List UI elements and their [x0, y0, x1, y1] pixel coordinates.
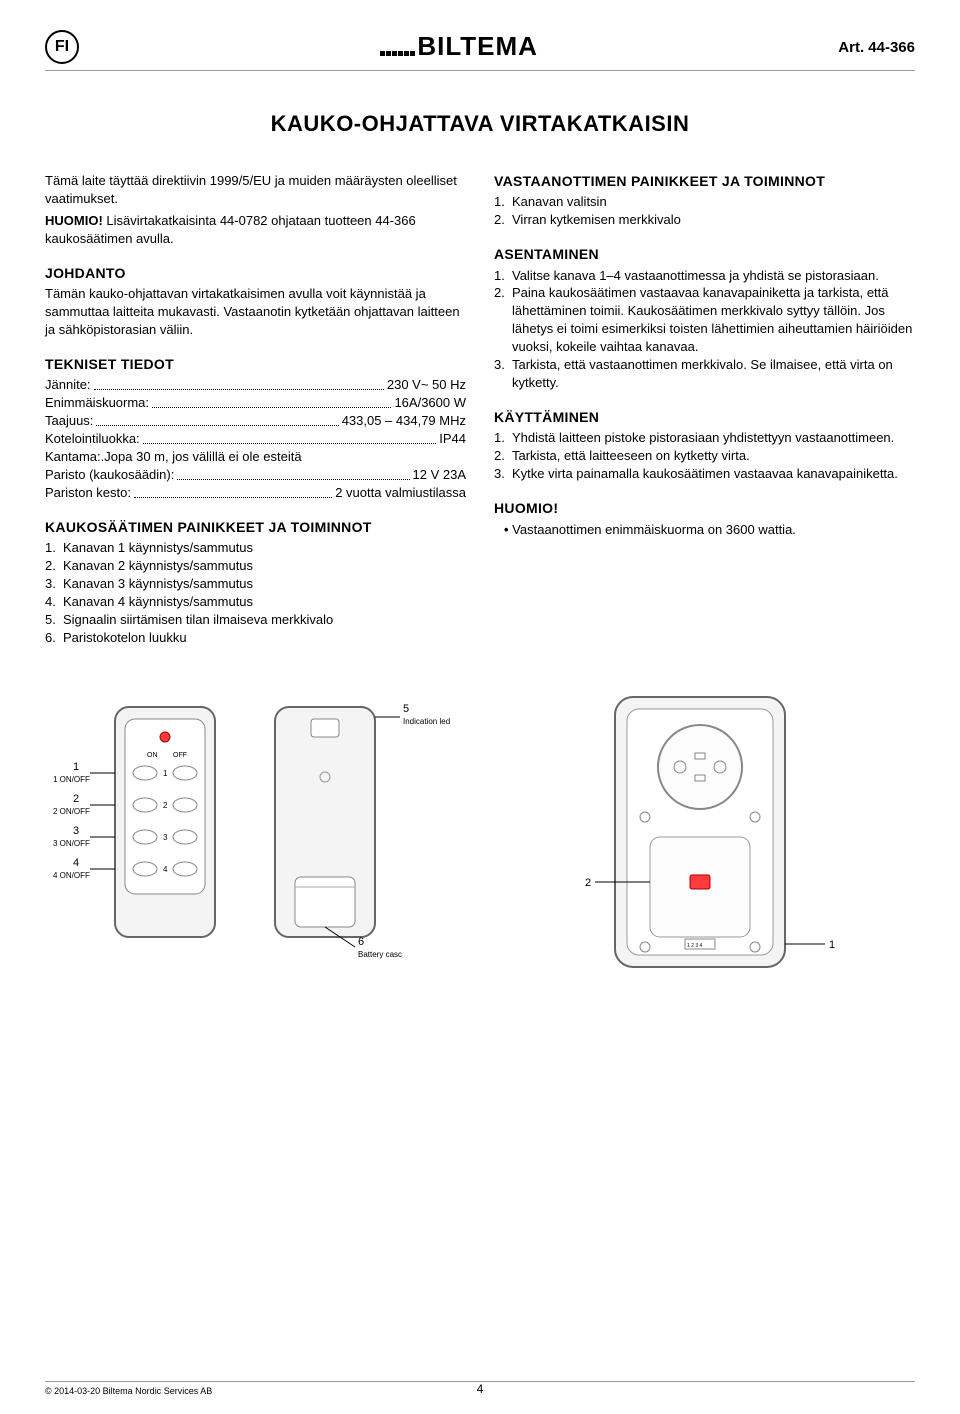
list-item: 1. Valitse kanava 1–4 vastaanottimessa j…: [494, 267, 915, 285]
callout-recv-2: 2: [585, 877, 591, 889]
list-item: 3. Kanavan 3 käynnistys/sammutus: [45, 575, 466, 593]
callout-recv-1: 1: [829, 939, 835, 951]
notice2-list: Vastaanottimen enimmäiskuorma on 3600 wa…: [494, 521, 915, 539]
svg-text:2: 2: [163, 801, 168, 810]
remote-diagram: ON OFF 1 2 3 4 1 1 ON/OFF 2 2 ON/OFF 3 3 ON/OFF 4…: [45, 687, 465, 987]
heading-tekniset: TEKNISET TIEDOT: [45, 355, 466, 374]
svg-text:1: 1: [163, 769, 168, 778]
notice2-item: Vastaanottimen enimmäiskuorma on 3600 wa…: [504, 521, 915, 539]
spec-row: Enimmäiskuorma:16A/3600 W: [45, 394, 466, 412]
page-title: KAUKO-OHJATTAVA VIRTAKATKAISIN: [45, 111, 915, 137]
svg-text:2: 2: [73, 793, 79, 805]
spec-row: Kotelointiluokka:IP44: [45, 430, 466, 448]
list-item: 2. Paina kaukosäätimen vastaavaa kanavap…: [494, 284, 915, 356]
svg-text:3: 3: [163, 833, 168, 842]
right-column: VASTAANOTTIMEN PAINIKKEET JA TOIMINNOT 1…: [494, 172, 915, 647]
list-item: 4. Kanavan 4 käynnistys/sammutus: [45, 593, 466, 611]
diagrams-row: ON OFF 1 2 3 4 1 1 ON/OFF 2 2 ON/OFF 3 3 ON/OFF 4…: [45, 687, 915, 987]
svg-text:4: 4: [163, 865, 168, 874]
page-header: FI BILTEMA Art. 44-366: [45, 30, 915, 71]
list-item: 6. Paristokotelon luukku: [45, 629, 466, 647]
callout-6-label: Battery casc: [358, 950, 402, 959]
list-item: 1. Kanavan valitsin: [494, 193, 915, 211]
list-item: 3. Kytke virta painamalla kaukosäätimen …: [494, 465, 915, 483]
svg-text:1: 1: [73, 761, 79, 773]
heading-huomio2: HUOMIO!: [494, 499, 915, 518]
receiver-functions-list: 1. Kanavan valitsin2. Virran kytkemisen …: [494, 193, 915, 229]
spec-row: Kantama: . Jopa 30 m, jos välillä ei ole…: [45, 448, 466, 466]
page-number: 4: [477, 1382, 484, 1396]
spec-row: Pariston kesto:2 vuotta valmiustilassa: [45, 484, 466, 502]
remote-functions-list: 1. Kanavan 1 käynnistys/sammutus2. Kanav…: [45, 539, 466, 647]
svg-text:4: 4: [73, 857, 79, 869]
intro-paragraph: Tämä laite täyttää direktiivin 1999/5/EU…: [45, 172, 466, 208]
article-number: Art. 44-366: [838, 39, 915, 56]
content-columns: Tämä laite täyttää direktiivin 1999/5/EU…: [45, 172, 915, 647]
spec-row: Paristo (kaukosäädin):12 V 23A: [45, 466, 466, 484]
svg-text:1 ON/OFF: 1 ON/OFF: [53, 775, 90, 784]
callout-5-num: 5: [403, 703, 409, 715]
label-off: OFF: [173, 752, 187, 759]
svg-text:3 ON/OFF: 3 ON/OFF: [53, 839, 90, 848]
heading-johdanto: JOHDANTO: [45, 264, 466, 283]
heading-asentaminen: ASENTAMINEN: [494, 245, 915, 264]
callout-6-num: 6: [358, 936, 364, 948]
list-item: 2. Kanavan 2 käynnistys/sammutus: [45, 557, 466, 575]
specs-block: Jännite:230 V~ 50 HzEnimmäiskuorma:16A/3…: [45, 376, 466, 502]
callout-5-label: Indication led: [403, 717, 450, 726]
list-item: 1. Kanavan 1 käynnistys/sammutus: [45, 539, 466, 557]
switch-positions: 1 2 3 4: [687, 943, 703, 949]
list-item: 2. Virran kytkemisen merkkivalo: [494, 211, 915, 229]
heading-kaukosaatimen: KAUKOSÄÄTIMEN PAINIKKEET JA TOIMINNOT: [45, 518, 466, 537]
language-badge: FI: [45, 30, 79, 64]
label-on: ON: [147, 752, 158, 759]
notice-label: HUOMIO!: [45, 213, 103, 228]
notice-paragraph: HUOMIO! Lisävirtakatkaisinta 44-0782 ohj…: [45, 212, 466, 248]
heading-kayttaminen: KÄYTTÄMINEN: [494, 408, 915, 427]
brand-text: BILTEMA: [417, 31, 538, 61]
left-column: Tämä laite täyttää direktiivin 1999/5/EU…: [45, 172, 466, 647]
spec-row: Taajuus:433,05 – 434,79 MHz: [45, 412, 466, 430]
install-list: 1. Valitse kanava 1–4 vastaanottimessa j…: [494, 267, 915, 393]
svg-text:4 ON/OFF: 4 ON/OFF: [53, 871, 90, 880]
spec-row: Jännite:230 V~ 50 Hz: [45, 376, 466, 394]
list-item: 2. Tarkista, että laitteeseen on kytkett…: [494, 447, 915, 465]
heading-vastaanottimen: VASTAANOTTIMEN PAINIKKEET JA TOIMINNOT: [494, 172, 915, 191]
copyright-text: © 2014-03-20 Biltema Nordic Services AB: [45, 1386, 212, 1396]
svg-text:2 ON/OFF: 2 ON/OFF: [53, 807, 90, 816]
receiver-diagram: 1 2 3 4 2 1: [495, 687, 915, 987]
brand-logo: BILTEMA: [379, 31, 538, 64]
johdanto-text: Tämän kauko-ohjattavan virtakatkaisimen …: [45, 285, 466, 339]
brand-dots-icon: [379, 32, 415, 63]
list-item: 1. Yhdistä laitteen pistoke pistorasiaan…: [494, 429, 915, 447]
svg-text:3: 3: [73, 825, 79, 837]
list-item: 5. Signaalin siirtämisen tilan ilmaiseva…: [45, 611, 466, 629]
usage-list: 1. Yhdistä laitteen pistoke pistorasiaan…: [494, 429, 915, 483]
list-item: 3. Tarkista, että vastaanottimen merkkiv…: [494, 356, 915, 392]
